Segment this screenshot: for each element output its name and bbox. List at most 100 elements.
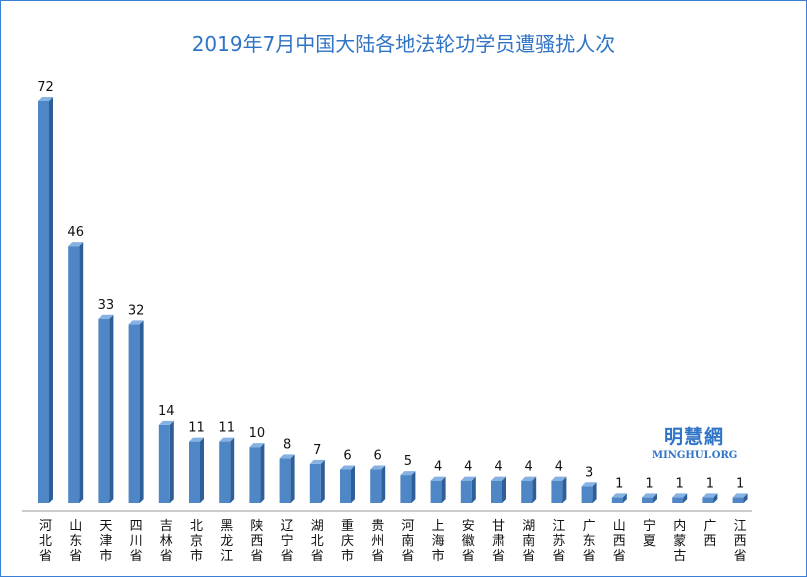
data-label-20: 1 [645, 476, 653, 491]
bar-top-15 [491, 476, 506, 481]
category-label-16-1: 南 [522, 533, 535, 549]
bar-14 [460, 480, 472, 503]
data-label-4: 14 [158, 404, 175, 419]
category-label-11-2: 省 [371, 549, 384, 564]
data-label-6: 11 [218, 421, 235, 436]
bar-top-9 [309, 459, 325, 464]
category-label-21-1: 蒙 [673, 534, 686, 549]
category-label-19-2: 省 [613, 549, 626, 564]
category-label-14-1: 徽 [462, 534, 475, 549]
chart-title: 2019年7月中国大陆各地法轮功学员遭骚扰人次 [191, 32, 616, 56]
bar-20 [642, 497, 653, 503]
category-label-16-0: 湖 [522, 519, 535, 534]
bar-3 [128, 324, 140, 503]
category-label-20-0: 宁 [643, 518, 656, 534]
category-label-22-0: 广 [703, 519, 716, 534]
category-label-21-0: 内 [673, 518, 686, 534]
bar-side-6 [230, 437, 235, 503]
bar-side-10 [351, 465, 355, 503]
bar-side-19 [622, 493, 627, 503]
category-label-9-1: 北 [311, 534, 324, 549]
bar-side-16 [532, 476, 537, 503]
bar-side-8 [290, 454, 295, 503]
bar-22 [702, 497, 714, 503]
category-label-6-0: 黑 [220, 519, 233, 534]
category-label-8-1: 宁 [281, 533, 294, 549]
bar-side-22 [713, 493, 718, 503]
bar-side-18 [592, 482, 597, 503]
bar-top-0 [38, 97, 53, 101]
category-label-18-0: 广 [583, 519, 596, 534]
category-label-19-0: 山 [613, 519, 626, 534]
bar-top-16 [521, 476, 537, 481]
category-label-11-0: 贵 [371, 519, 384, 534]
bar-top-22 [702, 493, 718, 498]
data-label-14: 4 [464, 460, 472, 475]
category-label-3-0: 四 [130, 519, 143, 534]
bar-15 [491, 480, 502, 503]
data-label-12: 5 [404, 454, 412, 469]
category-label-12-1: 南 [401, 533, 414, 549]
data-label-15: 4 [494, 460, 502, 475]
category-label-16-2: 省 [522, 549, 535, 564]
bar-top-17 [551, 476, 567, 481]
category-label-23-0: 江 [734, 519, 747, 534]
data-label-22: 1 [706, 476, 714, 491]
data-label-5: 11 [188, 421, 205, 436]
bar-top-1 [68, 242, 84, 247]
category-label-7-0: 陕 [250, 519, 263, 534]
category-label-21-2: 古 [673, 549, 686, 564]
bar-21 [672, 497, 684, 503]
bar-side-0 [49, 97, 53, 503]
bar-8 [279, 458, 291, 503]
category-label-17-0: 江 [552, 519, 565, 534]
bar-5 [189, 441, 200, 503]
bar-top-11 [370, 465, 386, 470]
bar-top-18 [581, 482, 597, 487]
category-label-1-1: 东 [69, 534, 82, 549]
category-label-13-2: 市 [432, 548, 445, 564]
bar-top-6 [219, 437, 235, 442]
bar-6 [219, 441, 231, 503]
bar-23 [732, 497, 744, 503]
category-label-18-1: 东 [583, 534, 596, 549]
bar-top-4 [158, 420, 174, 425]
data-label-9: 7 [313, 443, 321, 458]
data-label-13: 4 [434, 460, 442, 475]
bar-top-8 [279, 454, 295, 459]
bar-11 [370, 469, 382, 503]
category-label-4-0: 吉 [160, 519, 173, 534]
category-label-23-1: 西 [734, 534, 747, 549]
bar-top-23 [732, 493, 748, 498]
bar-top-21 [672, 493, 688, 498]
category-label-1-2: 省 [69, 549, 82, 564]
bar-16 [521, 480, 533, 503]
bar-1 [68, 246, 80, 503]
category-label-3-2: 省 [130, 549, 143, 564]
bar-side-17 [562, 476, 567, 503]
bar-side-9 [320, 459, 325, 503]
category-label-12-0: 河 [401, 519, 414, 534]
bar-side-20 [653, 493, 657, 503]
category-label-5-1: 京 [190, 534, 203, 549]
bar-7 [249, 447, 261, 503]
data-label-21: 1 [676, 476, 684, 491]
bar-9 [309, 463, 321, 503]
bar-18 [581, 486, 593, 503]
data-label-23: 1 [736, 476, 744, 491]
bar-top-7 [249, 443, 265, 448]
bar-top-12 [400, 471, 416, 476]
category-label-9-2: 省 [311, 549, 324, 564]
bar-top-10 [340, 465, 355, 470]
data-label-10: 6 [343, 449, 351, 464]
bar-top-5 [189, 437, 204, 442]
category-label-7-1: 西 [250, 534, 263, 549]
bar-side-1 [79, 242, 84, 503]
data-label-1: 46 [67, 225, 84, 240]
bar-side-13 [441, 476, 446, 503]
bar-side-4 [169, 420, 174, 503]
category-label-15-1: 肃 [492, 534, 505, 549]
category-label-19-1: 西 [613, 534, 626, 549]
bar-side-5 [200, 437, 204, 503]
bar-2 [98, 318, 110, 503]
